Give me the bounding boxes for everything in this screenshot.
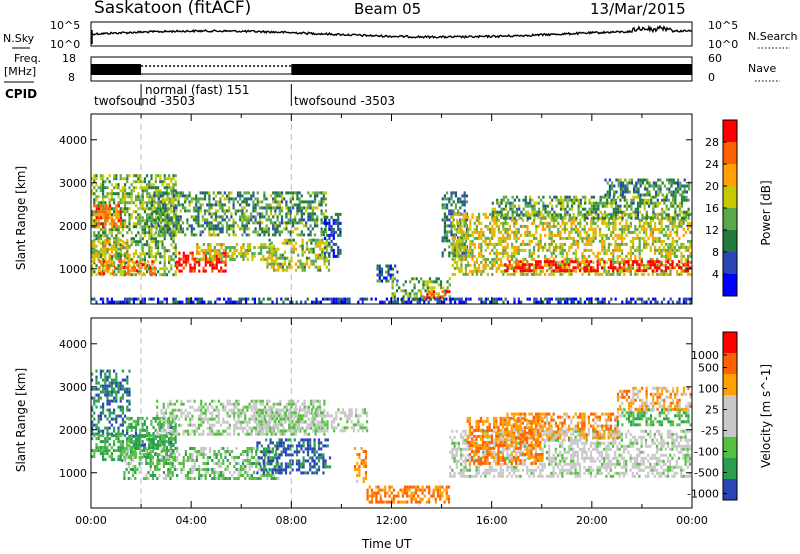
velocity-ylabel-4000: 4000 bbox=[59, 338, 87, 351]
velocity-colorbar-cell-4 bbox=[723, 395, 737, 416]
xlabel-4: 16:00 bbox=[476, 514, 508, 527]
power-colorbar-label-0: 28 bbox=[705, 136, 719, 149]
velocity-colorbar-label-6: -500 bbox=[694, 467, 719, 480]
power-colorbar-label-4: 12 bbox=[705, 224, 719, 237]
power-colorbar-cell-0 bbox=[723, 274, 737, 296]
power-colorbar-cell-3 bbox=[723, 208, 737, 230]
cpid-segment-1: twofsound -3503 bbox=[94, 94, 196, 108]
velocity-colorbar-cell-1 bbox=[723, 458, 737, 479]
power-colorbar-cell-6 bbox=[723, 142, 737, 164]
nsearch-tick-top: 10^5 bbox=[708, 19, 739, 32]
x-axis-label: Time UT bbox=[362, 537, 412, 551]
freq-block-1 bbox=[91, 64, 142, 75]
freq-tick-top: 18 bbox=[62, 52, 76, 65]
cpid-segment-2: normal (fast) 151 bbox=[145, 83, 250, 97]
velocity-data-cells bbox=[91, 369, 692, 504]
velocity-colorbar-cell-5 bbox=[723, 374, 737, 395]
power-colorbar-cell-4 bbox=[723, 186, 737, 208]
velocity-colorbar-cell-7 bbox=[723, 332, 737, 353]
velocity-colorbar-cell-3 bbox=[723, 416, 737, 437]
power-colorbar-cell-2 bbox=[723, 230, 737, 252]
power-ylabel-4000: 4000 bbox=[59, 134, 87, 147]
velocity-colorbar-cell-6 bbox=[723, 353, 737, 374]
power-colorbar-cell-1 bbox=[723, 252, 737, 274]
nsky-label: N.Sky bbox=[3, 32, 35, 45]
power-colorbar-label-3: 16 bbox=[705, 202, 719, 215]
nsky-tick-bottom: 10^0 bbox=[50, 38, 81, 51]
velocity-colorbar-frame bbox=[722, 331, 738, 501]
freq-unit-label: [MHz] bbox=[4, 65, 37, 78]
velocity-ylabel-1000: 1000 bbox=[59, 467, 87, 480]
velocity-colorbar-label-7: -1000 bbox=[687, 488, 719, 501]
power-colorbar-cell-5 bbox=[723, 164, 737, 186]
power-colorbar-label-5: 8 bbox=[712, 246, 719, 259]
cpid-segment-3: twofsound -3503 bbox=[294, 94, 396, 108]
date-label: 13/Mar/2015 bbox=[590, 0, 686, 18]
xlabel-6: 00:00 bbox=[676, 514, 708, 527]
nave-tick-bottom: 0 bbox=[708, 71, 715, 84]
power-ylabel-1000: 1000 bbox=[59, 263, 87, 276]
power-data-cells bbox=[91, 174, 692, 304]
nave-label: Nave bbox=[748, 62, 777, 75]
velocity-colorbar-label-5: -100 bbox=[694, 446, 719, 459]
power-ylabel-3000: 3000 bbox=[59, 177, 87, 190]
nave-tick-top: 60 bbox=[708, 52, 722, 65]
xlabel-1: 04:00 bbox=[175, 514, 207, 527]
velocity-colorbar-label-2: 100 bbox=[698, 383, 719, 396]
xlabel-0: 00:00 bbox=[75, 514, 107, 527]
freq-tick-bottom: 8 bbox=[68, 71, 75, 84]
nsearch-label: N.Search bbox=[748, 30, 798, 43]
freq-block-2 bbox=[291, 64, 692, 75]
velocity-colorbar-cell-2 bbox=[723, 437, 737, 458]
cpid-label: CPID bbox=[5, 87, 38, 101]
power-colorbar-label-2: 20 bbox=[705, 180, 719, 193]
velocity-colorbar-label-3: 25 bbox=[705, 404, 719, 417]
power-colorbar-cell-7 bbox=[723, 120, 737, 142]
nsky-tick-top: 10^5 bbox=[50, 19, 81, 32]
nsearch-tick-bottom: 10^0 bbox=[708, 38, 739, 51]
power-ylabel-2000: 2000 bbox=[59, 220, 87, 233]
xlabel-2: 08:00 bbox=[275, 514, 307, 527]
xlabel-5: 20:00 bbox=[576, 514, 608, 527]
velocity-colorbar-label-0: 1000 bbox=[691, 349, 719, 362]
xlabel-3: 12:00 bbox=[376, 514, 408, 527]
beam-label: Beam 05 bbox=[354, 0, 422, 18]
velocity-colorbar-label-4: -25 bbox=[701, 425, 719, 438]
velocity-colorbar-cell-0 bbox=[723, 479, 737, 500]
station-title: Saskatoon (fitACF) bbox=[94, 0, 252, 18]
power-colorbar-label-6: 4 bbox=[712, 268, 719, 281]
nsky-trace bbox=[90, 24, 693, 40]
velocity-ylabel-3000: 3000 bbox=[59, 381, 87, 394]
nsky-panel-frame bbox=[90, 21, 693, 47]
freq-label: Freq. bbox=[14, 52, 42, 65]
power-colorbar-label-1: 24 bbox=[705, 158, 719, 171]
velocity-ylabel-2000: 2000 bbox=[59, 424, 87, 437]
velocity-colorbar-label-1: 500 bbox=[698, 362, 719, 375]
